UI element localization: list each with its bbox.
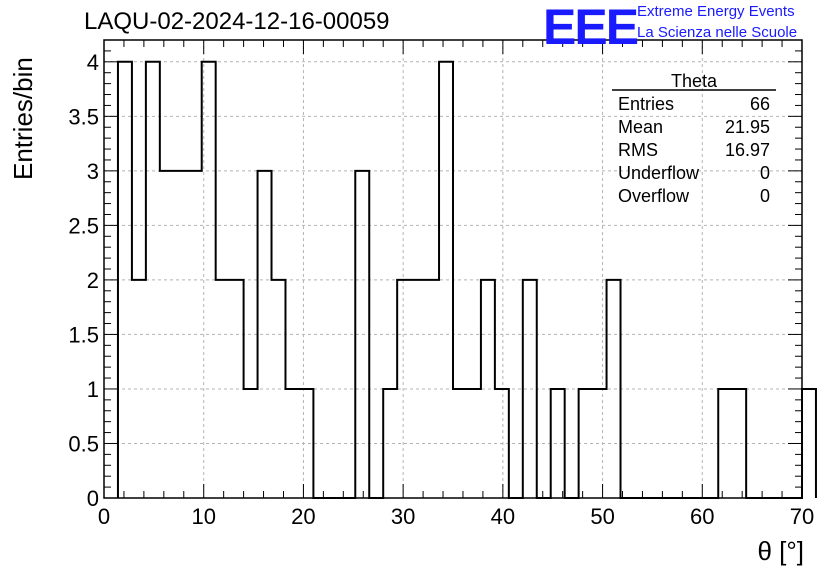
stats-value: 0 [759, 186, 770, 206]
stats-value: 0 [759, 163, 770, 183]
eee-logo: EEE [543, 0, 639, 55]
y-tick-label: 0 [87, 486, 99, 511]
stats-key: RMS [618, 140, 658, 160]
x-tick-label: 10 [191, 504, 215, 529]
y-tick-label: 3 [87, 159, 99, 184]
histogram-bin [216, 280, 230, 498]
y-tick-label: 2 [87, 268, 99, 293]
y-tick-label: 2.5 [68, 213, 99, 238]
logo-line-1: Extreme Energy Events [637, 3, 795, 20]
x-tick-label: 50 [590, 504, 614, 529]
histogram-bin [258, 171, 272, 498]
y-axis-label: Entries/bin [8, 57, 38, 180]
y-tick-label: 0.5 [68, 431, 99, 456]
histogram-bin [383, 389, 397, 498]
x-tick-label: 40 [491, 504, 515, 529]
x-axis-label: θ [°] [757, 536, 804, 566]
y-tick-label: 3.5 [68, 104, 99, 129]
stats-value: 66 [749, 94, 770, 114]
y-tick-label: 4 [87, 50, 99, 75]
logo-line-2: La Scienza nelle Scuole [637, 24, 798, 41]
y-tick-label: 1 [87, 377, 99, 402]
x-tick-label: 0 [98, 504, 110, 529]
chart-title: LAQU-02-2024-12-16-00059 [84, 8, 390, 35]
stats-key: Entries [618, 94, 675, 114]
x-tick-label: 20 [291, 504, 315, 529]
stats-key: Underflow [618, 163, 700, 183]
histogram-bin [802, 389, 816, 498]
x-tick-label: 70 [790, 504, 814, 529]
histogram-bin [299, 389, 313, 498]
stats-key: Overflow [618, 186, 690, 206]
x-tick-label: 30 [391, 504, 415, 529]
stats-key: Mean [618, 117, 664, 137]
y-axis-label-wrap: Entries/bin [4, 57, 38, 180]
stats-box-title: Theta [670, 71, 718, 91]
stats-value: 21.95 [724, 117, 770, 137]
stats-value: 16.97 [724, 140, 770, 160]
y-tick-label: 1.5 [68, 322, 99, 347]
x-tick-label: 60 [690, 504, 714, 529]
histogram-bin [174, 171, 188, 498]
